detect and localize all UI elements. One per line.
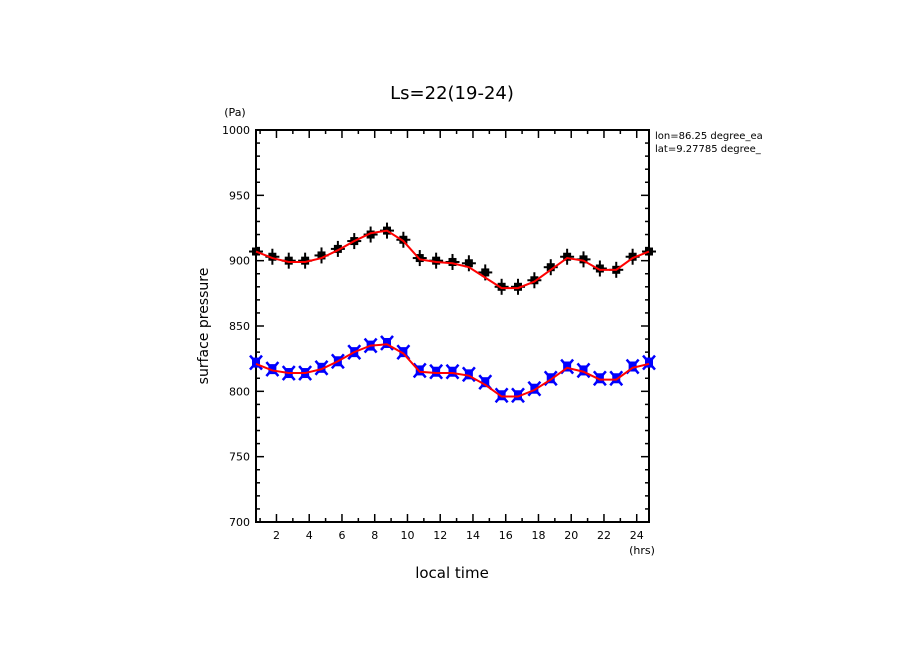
y-tick-label: 800 — [229, 385, 250, 398]
x-tick-label: 16 — [499, 529, 513, 542]
upper-observed-point — [592, 260, 607, 277]
x-tick-label: 18 — [531, 529, 545, 542]
point-x-b — [592, 370, 607, 387]
y-tick-label: 1000 — [222, 124, 250, 137]
y-tick-label: 950 — [229, 189, 250, 202]
x-tick-label: 24 — [630, 529, 644, 542]
upper-observed-point — [560, 248, 575, 265]
point-x-b — [642, 354, 656, 371]
lower-observed-point — [527, 380, 542, 397]
point-x-b — [511, 387, 525, 404]
point-x-b — [478, 374, 493, 391]
annotation-lat: lat=9.27785 degree_ — [655, 144, 762, 155]
point-x-b — [429, 363, 444, 380]
marks — [249, 222, 656, 404]
point-x-b — [609, 370, 624, 387]
upper-observed-point — [396, 231, 411, 248]
point-x-b — [494, 387, 509, 404]
upper-observed-point — [642, 243, 656, 260]
x-tick-label: 20 — [564, 529, 578, 542]
lower-observed-point — [314, 359, 329, 376]
lower-observed-point — [380, 335, 394, 351]
upper-observed-point — [461, 255, 476, 272]
lower-observed-point — [249, 354, 263, 371]
point-x-b — [445, 363, 460, 380]
y-unit-label: (Pa) — [224, 106, 245, 119]
lower-observed-point — [592, 370, 607, 387]
y-tick-label: 700 — [229, 516, 250, 529]
point-x-b — [249, 354, 263, 371]
y-tick-label: 850 — [229, 320, 250, 333]
x-tick-label: 8 — [371, 529, 378, 542]
upper-fit-line — [255, 229, 650, 290]
x-tick-label: 10 — [400, 529, 414, 542]
y-tick-label: 900 — [229, 255, 250, 268]
upper-observed-point — [494, 278, 509, 295]
lower-observed-point — [494, 387, 509, 404]
point-x-b — [314, 359, 329, 376]
point-x-b — [461, 366, 476, 383]
lower-fit-line — [255, 343, 650, 398]
lower-observed-point — [642, 354, 656, 371]
lower-observed-point — [445, 363, 460, 380]
lower-observed-point — [429, 363, 444, 380]
axes: 2 4 6 8 10 12 14 16 18 20 22 2470075080085090095010… — [222, 124, 649, 542]
plot-frame — [255, 129, 650, 523]
lower-observed-point — [576, 362, 591, 379]
y-axis-label: surface pressure — [196, 268, 212, 385]
point-x-b — [396, 344, 411, 360]
x-tick-label: 6 — [338, 529, 345, 542]
upper-observed-point — [330, 240, 345, 257]
upper-observed-point — [527, 272, 542, 289]
x-tick-label: 14 — [466, 529, 480, 542]
lower-observed-point — [265, 361, 280, 377]
point-x-b — [265, 361, 280, 377]
x-tick-label: 4 — [306, 529, 313, 542]
x-tick-label: 2 — [273, 529, 280, 542]
chart-title: Ls=22(19-24) — [390, 83, 514, 104]
x-axis-label: local time — [415, 564, 489, 582]
annotation-lon: lon=86.25 degree_ea — [655, 131, 763, 142]
x-tick-label: 22 — [597, 529, 611, 542]
lower-observed-point — [511, 387, 525, 404]
y-tick-label: 750 — [229, 451, 250, 464]
lower-observed-point — [609, 370, 624, 387]
point-x-b — [576, 362, 591, 379]
point-x-b — [527, 380, 542, 397]
x-tick-label: 12 — [433, 529, 447, 542]
x-unit-label: (hrs) — [629, 544, 655, 557]
point-x-b — [380, 335, 394, 351]
upper-observed-point — [249, 243, 263, 260]
